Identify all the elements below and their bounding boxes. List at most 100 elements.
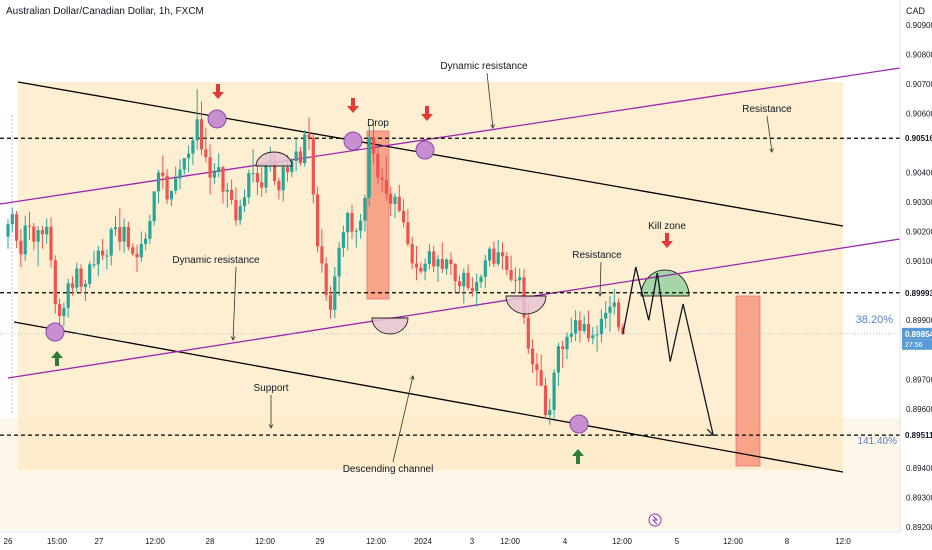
candle-body-140[interactable] [608,306,612,313]
candle-body-19[interactable] [88,264,92,284]
candle-body-87[interactable] [380,177,384,180]
candle-body-9[interactable] [45,226,49,235]
candle-body-137[interactable] [595,334,599,336]
candle-body-123[interactable] [535,364,539,371]
candle-body-35[interactable] [156,172,161,192]
candle-body-92[interactable] [402,210,406,223]
candle-body-43[interactable] [191,140,195,154]
candle-body-7[interactable] [36,230,40,242]
candle-body-29[interactable] [131,247,135,254]
candle-body-16[interactable] [75,268,79,288]
candle-body-5[interactable] [27,225,32,227]
candle-body-76[interactable] [333,276,337,310]
candle-body-132[interactable] [574,320,578,334]
candle-body-126[interactable] [548,410,552,416]
candle-body-0[interactable] [6,224,10,237]
candle-body-56[interactable] [247,173,251,198]
candle-body-13[interactable] [62,307,66,317]
candle-body-53[interactable] [234,199,238,221]
candle-body-67[interactable] [294,151,298,161]
candle-body-59[interactable] [260,182,264,188]
candle-body-60[interactable] [264,163,268,188]
candle-body-14[interactable] [66,283,70,308]
candle-body-42[interactable] [187,153,191,159]
candle-body-107[interactable] [466,272,470,289]
candle-body-124[interactable] [539,370,543,386]
candle-body-37[interactable] [165,175,169,200]
candle-body-21[interactable] [96,250,100,265]
candle-body-98[interactable] [427,251,431,264]
candle-body-41[interactable] [182,158,186,170]
candle-body-77[interactable] [337,247,341,277]
candle-body-122[interactable] [531,348,535,365]
candle-body-93[interactable] [406,222,410,244]
candle-body-39[interactable] [174,178,178,191]
candle-body-24[interactable] [109,229,113,256]
candle-body-136[interactable] [591,335,595,339]
candle-body-27[interactable] [122,226,126,242]
candle-body-84[interactable] [367,137,371,198]
candle-body-135[interactable] [586,324,591,339]
candle-body-46[interactable] [204,149,208,158]
candle-body-49[interactable] [217,167,221,172]
candle-body-38[interactable] [169,190,173,200]
candle-body-36[interactable] [161,172,165,176]
candle-body-105[interactable] [457,281,462,287]
candle-body-64[interactable] [281,167,285,191]
candle-body-90[interactable] [393,196,397,204]
candle-body-78[interactable] [341,232,345,248]
candle-body-32[interactable] [144,238,148,244]
candle-body-51[interactable] [225,189,229,192]
candle-body-74[interactable] [324,263,328,296]
candle-body-104[interactable] [453,264,457,282]
candle-body-25[interactable] [113,227,118,230]
layer-candles[interactable] [6,89,625,425]
candle-body-47[interactable] [208,157,212,178]
candle-body-18[interactable] [83,283,87,287]
candle-body-79[interactable] [346,212,350,233]
candle-body-50[interactable] [221,167,225,192]
candle-body-58[interactable] [255,173,259,183]
candle-body-17[interactable] [79,268,83,287]
candle-body-138[interactable] [599,318,603,335]
candle-body-125[interactable] [543,385,548,416]
candle-body-45[interactable] [199,119,204,150]
candle-body-75[interactable] [328,295,333,310]
candle-body-71[interactable] [311,137,315,195]
candle-body-95[interactable] [414,263,419,268]
candle-body-130[interactable] [565,336,569,350]
candle-body-70[interactable] [307,134,311,138]
candle-body-121[interactable] [526,317,530,349]
candle-body-44[interactable] [195,119,199,141]
candle-body-82[interactable] [359,220,363,231]
candle-body-65[interactable] [285,167,290,173]
candle-body-20[interactable] [92,264,96,266]
candle-body-6[interactable] [32,226,36,242]
candle-body-106[interactable] [462,272,466,287]
candle-body-94[interactable] [410,244,414,264]
candle-body-8[interactable] [40,230,44,235]
candle-body-33[interactable] [148,220,152,239]
candle-body-2[interactable] [15,214,19,241]
candle-body-89[interactable] [389,193,393,204]
candle-body-72[interactable] [316,194,320,247]
candle-body-112[interactable] [488,248,492,261]
candle-body-69[interactable] [303,134,307,164]
candle-body-54[interactable] [238,206,242,221]
candle-body-73[interactable] [320,246,324,264]
candle-body-62[interactable] [273,159,277,182]
candle-body-48[interactable] [212,171,216,178]
candle-body-22[interactable] [101,250,105,256]
candle-body-83[interactable] [363,197,367,221]
candle-body-31[interactable] [139,244,143,258]
candle-body-99[interactable] [432,251,436,267]
candle-body-142[interactable] [617,302,621,328]
candle-body-141[interactable] [612,302,616,307]
candle-body-103[interactable] [449,259,453,265]
candle-body-34[interactable] [152,191,156,221]
candle-body-80[interactable] [350,212,354,232]
candle-body-28[interactable] [126,226,130,248]
candle-body-139[interactable] [604,312,608,319]
candle-body-11[interactable] [53,260,57,305]
candle-body-81[interactable] [354,230,358,232]
